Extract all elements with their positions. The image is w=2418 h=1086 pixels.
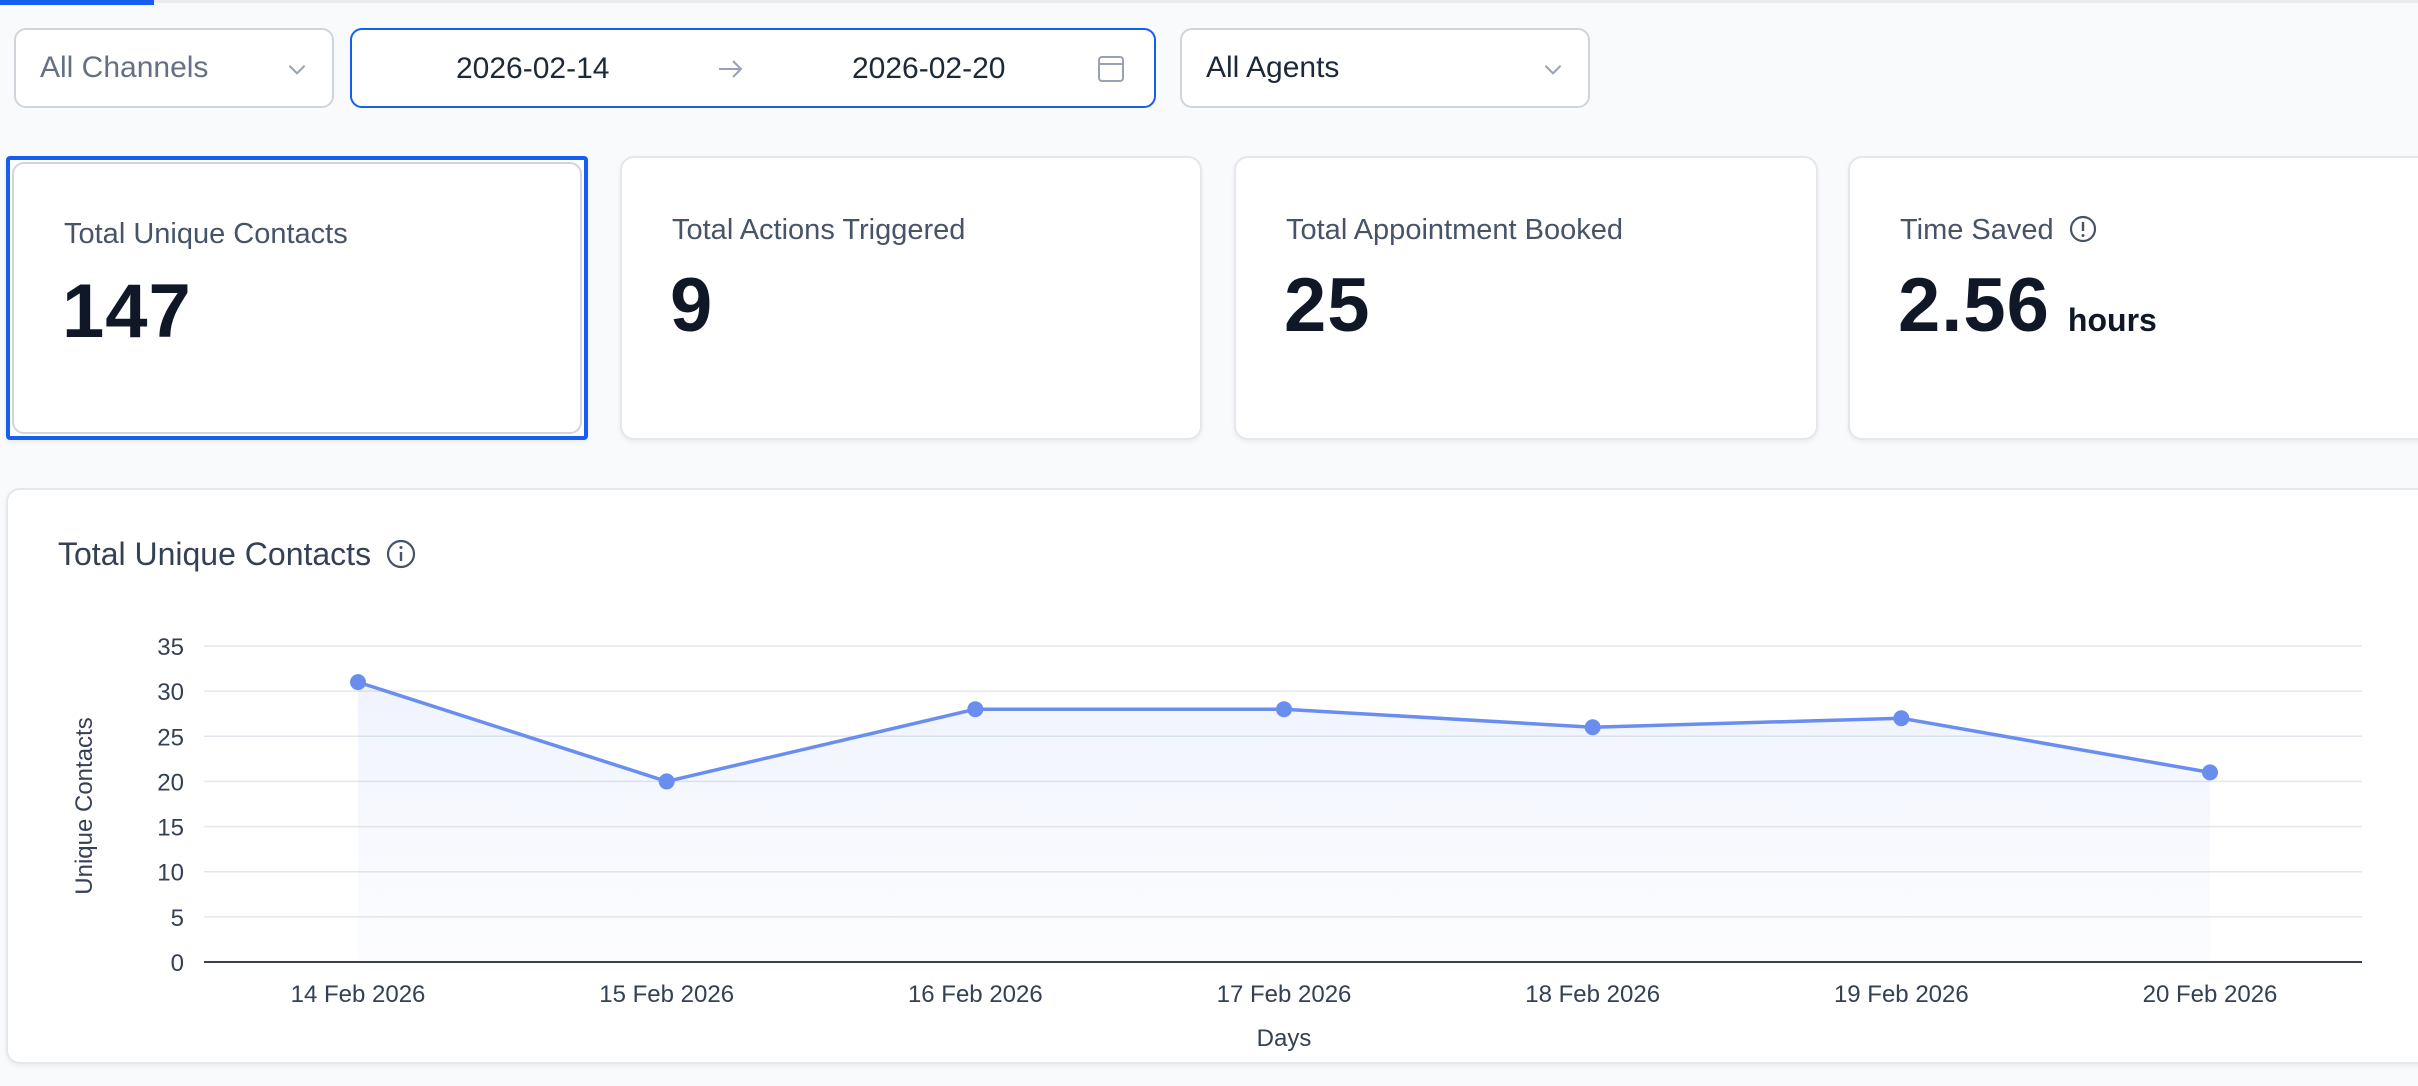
stat-card-time-saved[interactable]: Time Saved 2.56 hours: [1848, 156, 2418, 440]
x-tick-label: 14 Feb 2026: [291, 981, 426, 1008]
chart-title: Total Unique Contacts: [58, 536, 372, 572]
x-tick-label: 18 Feb 2026: [1525, 981, 1660, 1008]
series-area: [358, 682, 2210, 962]
channel-select-value: All Channels: [40, 51, 209, 84]
unique-contacts-chart-card: Total Unique Contacts 0 5 10 15 20 25 30 35 14 …: [6, 488, 2418, 1064]
calendar-icon[interactable]: [1096, 52, 1126, 84]
y-tick-label: 10: [157, 860, 184, 887]
date-range-picker[interactable]: 2026-02-14 2026-02-20: [350, 28, 1156, 108]
data-point[interactable]: [2202, 764, 2218, 781]
date-start-input[interactable]: 2026-02-14: [456, 52, 610, 85]
x-tick-label: 17 Feb 2026: [1217, 981, 1352, 1008]
agent-select-value: All Agents: [1206, 51, 1340, 84]
y-tick-label: 5: [171, 905, 184, 932]
stat-label: Total Appointment Booked: [1286, 214, 1623, 246]
card-inner-border: [12, 162, 582, 434]
data-point[interactable]: [350, 674, 366, 691]
y-tick-label: 25: [157, 724, 184, 751]
stat-value: 2.56: [1898, 263, 2050, 348]
top-divider: [0, 0, 2418, 3]
y-tick-label: 15: [157, 815, 184, 842]
arrow-right-icon: [719, 60, 743, 78]
stat-value: 147: [62, 269, 192, 354]
alert-circle-icon[interactable]: [2068, 214, 2098, 244]
stat-label: Total Unique Contacts: [64, 218, 348, 250]
date-end-input[interactable]: 2026-02-20: [852, 52, 1006, 85]
stat-label-row: Time Saved: [1900, 214, 2098, 247]
x-tick-label: 16 Feb 2026: [908, 981, 1043, 1008]
stat-card-appointments-booked[interactable]: Total Appointment Booked 25: [1234, 156, 1818, 440]
unique-contacts-chart: 0 5 10 15 20 25 30 35 14 Feb 2026 15 Feb 2026 16 …: [71, 634, 2362, 1052]
x-tick-label: 15 Feb 2026: [599, 981, 734, 1008]
stat-value: 9: [670, 263, 714, 348]
y-tick-label: 0: [171, 950, 184, 977]
stat-card-unique-contacts[interactable]: Total Unique Contacts 147: [6, 156, 588, 440]
stat-label: Time Saved: [1900, 214, 2054, 246]
active-tab-indicator: [0, 0, 154, 5]
stat-value-row: 2.56 hours: [1898, 262, 2157, 349]
chart-title-row: Total Unique Contacts: [58, 536, 417, 573]
stat-card-actions-triggered[interactable]: Total Actions Triggered 9: [620, 156, 1202, 440]
data-point[interactable]: [1893, 710, 1910, 727]
channel-select[interactable]: All Channels: [14, 28, 334, 108]
info-circle-icon[interactable]: [385, 538, 417, 570]
x-axis-label: Days: [1257, 1025, 1312, 1052]
chevron-down-icon: [288, 65, 306, 75]
y-tick-label: 20: [157, 769, 184, 796]
data-point[interactable]: [1584, 719, 1601, 736]
y-tick-label: 30: [157, 679, 184, 706]
stat-unit: hours: [2067, 302, 2157, 338]
stat-value: 25: [1284, 263, 1371, 348]
agent-select[interactable]: All Agents: [1180, 28, 1590, 108]
stat-label: Total Actions Triggered: [672, 214, 966, 246]
data-point[interactable]: [967, 701, 984, 718]
y-tick-label: 35: [157, 634, 184, 661]
data-point[interactable]: [658, 773, 675, 790]
x-tick-label: 20 Feb 2026: [2143, 981, 2278, 1008]
x-tick-label: 19 Feb 2026: [1834, 981, 1969, 1008]
data-point[interactable]: [1276, 701, 1292, 718]
y-axis-label: Unique Contacts: [71, 717, 98, 894]
chevron-down-icon: [1544, 65, 1562, 75]
